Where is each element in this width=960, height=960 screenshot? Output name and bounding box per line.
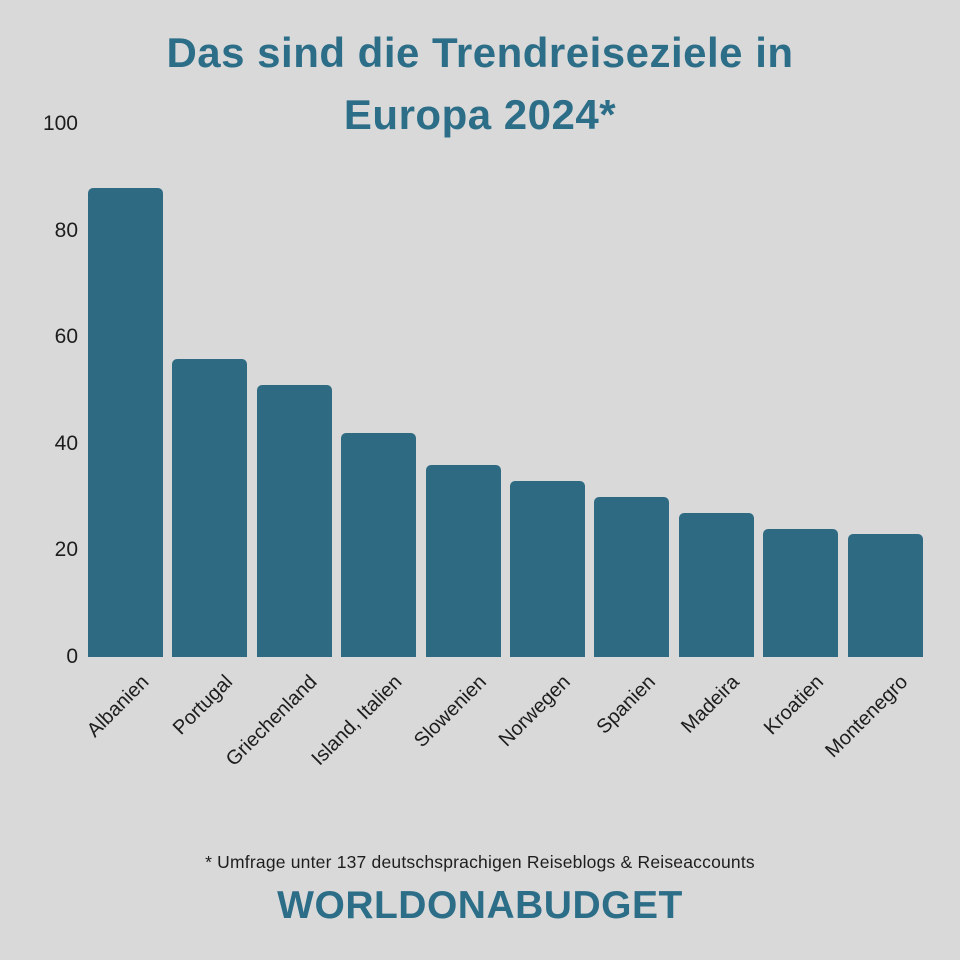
- chart-title: Das sind die Trendreiseziele in Europa 2…: [0, 22, 960, 146]
- x-axis-label: Kroatien: [760, 671, 829, 740]
- x-axis-label: Island, Italien: [307, 671, 407, 770]
- x-axis-label: Madeira: [677, 671, 744, 738]
- bar-griechenland: [256, 385, 332, 657]
- footnote: * Umfrage unter 137 deutschsprachigen Re…: [205, 852, 755, 872]
- x-axis-label: Albanien: [82, 671, 154, 742]
- chart-title-line2: Europa 2024*: [343, 91, 617, 138]
- bar-spanien: [594, 497, 670, 657]
- x-axis-label: Spanien: [592, 671, 660, 739]
- y-axis-tick-label: 0: [66, 645, 78, 668]
- x-axis-label: Portugal: [169, 671, 238, 740]
- bar-madeira: [678, 513, 754, 657]
- y-axis-tick-label: 100: [42, 112, 78, 135]
- y-axis-tick-label: 20: [54, 538, 78, 562]
- y-axis-tick-label: 40: [54, 431, 78, 455]
- bar-albanien: [88, 187, 163, 657]
- bar-island-italien: [341, 433, 417, 657]
- bar-norwegen: [510, 481, 585, 657]
- x-axis: Albanien Portugal Griechenland Island, Ital…: [82, 657, 932, 797]
- x-axis-label: Slowenien: [409, 671, 491, 752]
- bar-kroatien: [763, 529, 839, 657]
- y-axis: 0 20 40 60 80 100: [0, 112, 78, 668]
- bar-montenegro: [847, 534, 923, 657]
- x-axis-label: Montenegro: [821, 671, 913, 763]
- x-axis-label: Norwegen: [495, 671, 576, 752]
- y-axis-tick-label: 60: [54, 325, 78, 349]
- y-axis-tick-label: 80: [54, 218, 78, 242]
- bar-slowenien: [425, 465, 501, 657]
- chart-title-line1: Das sind die Trendreiseziele in: [166, 29, 794, 76]
- brand-logo: WORLDONABUDGET: [277, 884, 683, 927]
- plot-area: [88, 124, 932, 657]
- bar-portugal: [172, 358, 248, 657]
